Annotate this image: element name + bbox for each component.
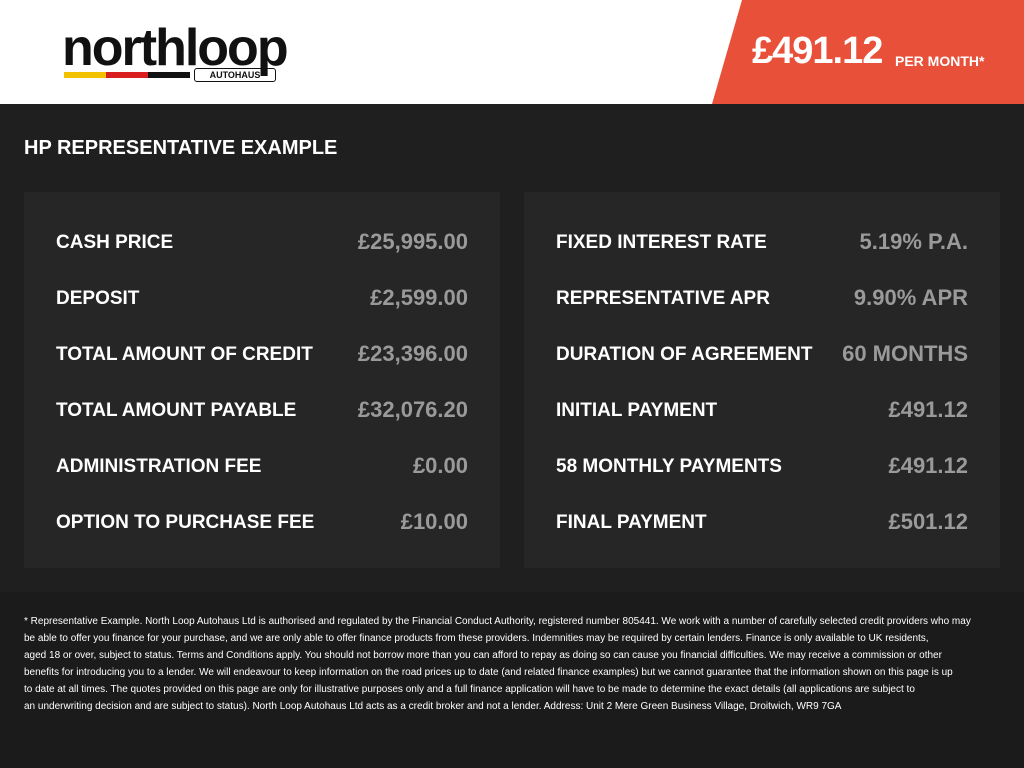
disclaimer-line: be able to offer you finance for your pu… — [24, 633, 929, 644]
row-label: DURATION OF AGREEMENT — [556, 344, 813, 365]
disclaimer-line: an underwriting decision and are subject… — [24, 701, 842, 712]
row-value: £32,076.20 — [357, 397, 468, 422]
logo-stripe — [148, 72, 190, 78]
row-label: FIXED INTEREST RATE — [556, 232, 767, 253]
right-panel: FIXED INTEREST RATE 5.19% P.A. REPRESENTAT… — [524, 192, 1000, 568]
monthly-price: £491.12 — [752, 30, 883, 72]
disclaimer-line: to date at all times. The quotes provide… — [24, 684, 915, 695]
price-suffix: PER MONTH* — [895, 53, 985, 69]
row-label: 58 MONTHLY PAYMENTS — [556, 456, 782, 477]
footer: * Representative Example. North Loop Aut… — [0, 592, 1024, 768]
row-label: DEPOSIT — [56, 288, 140, 309]
row-label: FINAL PAYMENT — [556, 512, 707, 533]
logo-tagline: AUTOHAUS — [194, 68, 276, 82]
row-value: £491.12 — [888, 453, 968, 478]
row-value: £2,599.00 — [370, 285, 468, 310]
price-panel — [712, 0, 1024, 104]
row-value: £23,396.00 — [357, 341, 468, 366]
row-label: TOTAL AMOUNT PAYABLE — [56, 400, 297, 421]
section-title: HP REPRESENTATIVE EXAMPLE — [24, 137, 338, 159]
row-value: 5.19% P.A. — [859, 229, 968, 254]
logo-name: northloop — [62, 19, 289, 77]
row-value: £10.00 — [400, 509, 468, 534]
row-label: INITIAL PAYMENT — [556, 400, 718, 421]
row-value: 9.90% APR — [853, 285, 968, 310]
row-value: £501.12 — [888, 509, 968, 534]
logo-stripe — [64, 72, 106, 78]
row-value: £0.00 — [412, 453, 468, 478]
row-label: CASH PRICE — [56, 232, 174, 253]
left-panel: CASH PRICE £25,995.00 DEPOSIT £2,599.00 TOTA… — [24, 192, 500, 568]
row-value: £25,995.00 — [357, 229, 468, 254]
row-label: REPRESENTATIVE APR — [556, 288, 770, 309]
row-label: TOTAL AMOUNT OF CREDIT — [56, 344, 313, 365]
disclaimer-line: benefits for introducing you to a lender… — [24, 667, 953, 678]
row-value: £491.12 — [888, 397, 968, 422]
disclaimer-line: aged 18 or over, subject to status. Term… — [24, 650, 942, 661]
disclaimer-line: * Representative Example. North Loop Aut… — [24, 616, 971, 627]
row-label: ADMINISTRATION FEE — [56, 456, 262, 477]
row-value: 60 MONTHS — [842, 341, 968, 366]
logo-stripe — [106, 72, 148, 78]
row-label: OPTION TO PURCHASE FEE — [56, 512, 315, 533]
